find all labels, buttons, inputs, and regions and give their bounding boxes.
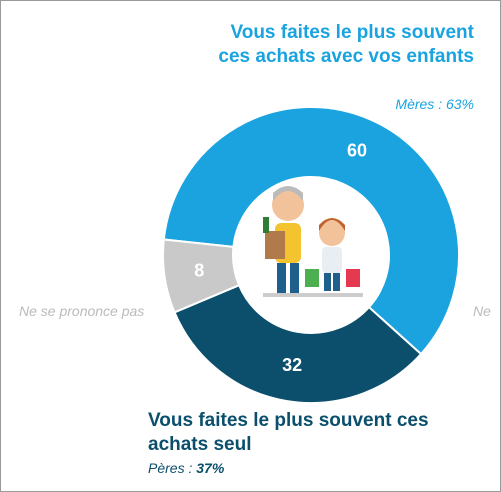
cut-label: Ne — [473, 303, 491, 319]
callout-no-answer: Ne se prononce pas — [19, 303, 145, 319]
fathers-label: Pères : — [148, 460, 193, 476]
slice-label: 8 — [194, 260, 204, 280]
slice — [162, 238, 241, 314]
illustration — [263, 186, 363, 297]
slice-label: 60 — [347, 141, 367, 161]
fathers-note: Pères : 37% — [148, 460, 224, 476]
slice — [162, 106, 460, 356]
callout-alone: Vous faites le plus souvent ces achats s… — [148, 410, 429, 455]
slice-label: 32 — [282, 355, 302, 375]
mothers-note: Mères : 63% — [395, 96, 474, 112]
callout-children: Vous faites le plus souvent ces achats a… — [218, 22, 474, 67]
slice — [173, 283, 423, 404]
fathers-value: 37% — [196, 460, 225, 476]
